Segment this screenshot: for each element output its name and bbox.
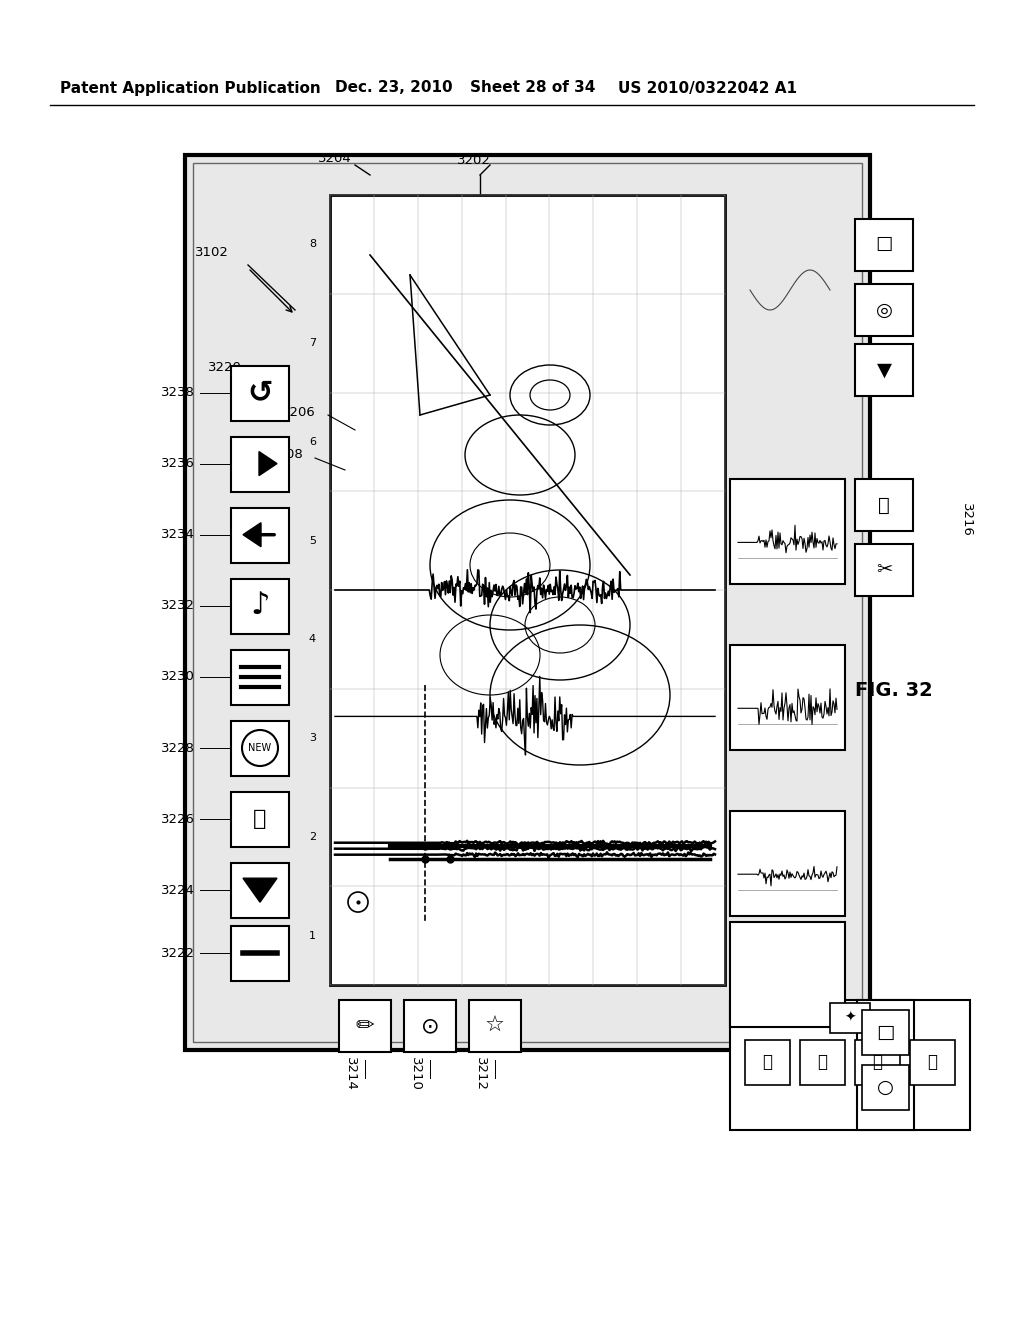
- Text: 3222: 3222: [161, 946, 195, 960]
- Bar: [404, 1001, 456, 1052]
- Text: ✂: ✂: [876, 561, 892, 579]
- Text: ✦: ✦: [844, 1011, 856, 1026]
- Bar: [231, 721, 289, 776]
- Bar: [745, 1040, 790, 1085]
- Text: 3224: 3224: [161, 883, 195, 896]
- Bar: [231, 578, 289, 634]
- Text: 2: 2: [309, 832, 316, 842]
- Bar: [855, 1040, 900, 1085]
- Text: 7: 7: [309, 338, 316, 348]
- Text: 🎧: 🎧: [253, 809, 266, 829]
- Bar: [330, 195, 725, 985]
- Text: 🔍: 🔍: [879, 495, 890, 515]
- Text: 6: 6: [309, 437, 316, 447]
- Text: Dec. 23, 2010: Dec. 23, 2010: [335, 81, 453, 95]
- Text: 3238: 3238: [161, 385, 195, 399]
- Text: 3216: 3216: [961, 503, 973, 537]
- Text: ☆: ☆: [485, 1016, 505, 1036]
- Text: 5: 5: [309, 536, 316, 545]
- Polygon shape: [259, 451, 278, 475]
- Bar: [855, 284, 913, 337]
- Text: 🌀: 🌀: [872, 1053, 882, 1071]
- Text: ☐: ☐: [876, 235, 893, 255]
- Polygon shape: [243, 878, 278, 902]
- Text: 3206: 3206: [282, 405, 315, 418]
- Text: 3102: 3102: [195, 246, 229, 259]
- Bar: [862, 1065, 909, 1110]
- Bar: [231, 863, 289, 919]
- Text: NEW: NEW: [249, 743, 271, 752]
- Bar: [855, 219, 913, 271]
- Bar: [730, 1001, 970, 1130]
- Text: 1: 1: [309, 931, 316, 941]
- Text: 2: 2: [733, 655, 740, 665]
- Bar: [855, 544, 913, 597]
- Polygon shape: [243, 523, 261, 546]
- Bar: [185, 154, 870, 1049]
- Text: 3212: 3212: [473, 1057, 486, 1092]
- Text: 🎸: 🎸: [927, 1053, 937, 1071]
- Bar: [800, 1040, 845, 1085]
- Text: 3: 3: [733, 821, 740, 832]
- Text: ○: ○: [877, 1077, 894, 1097]
- Text: 3236: 3236: [161, 457, 195, 470]
- Bar: [193, 162, 862, 1041]
- Text: US 2010/0322042 A1: US 2010/0322042 A1: [618, 81, 797, 95]
- Bar: [830, 1003, 870, 1034]
- Bar: [231, 792, 289, 847]
- Text: Sheet 28 of 34: Sheet 28 of 34: [470, 81, 595, 95]
- Bar: [857, 1001, 914, 1130]
- Text: 3226: 3226: [161, 813, 195, 825]
- Text: 3: 3: [309, 733, 316, 743]
- Text: 3202: 3202: [457, 153, 490, 166]
- Bar: [469, 1001, 521, 1052]
- Text: ♪: ♪: [250, 591, 269, 620]
- Text: 3234: 3234: [161, 528, 195, 541]
- Text: Patent Application Publication: Patent Application Publication: [60, 81, 321, 95]
- Text: 3220: 3220: [208, 360, 242, 374]
- Bar: [855, 479, 913, 531]
- Text: 1: 1: [733, 490, 740, 499]
- Bar: [730, 645, 845, 750]
- Text: ▼: ▼: [877, 360, 892, 380]
- Text: 3230: 3230: [161, 671, 195, 684]
- Bar: [862, 1010, 909, 1055]
- Text: 3232: 3232: [161, 599, 195, 612]
- Bar: [231, 508, 289, 562]
- Bar: [231, 927, 289, 981]
- Bar: [339, 1001, 391, 1052]
- Bar: [231, 366, 289, 421]
- Text: 3214: 3214: [343, 1057, 356, 1090]
- Text: ✏: ✏: [355, 1016, 375, 1036]
- Bar: [730, 921, 845, 1027]
- Text: 3218: 3218: [870, 1044, 904, 1056]
- Bar: [855, 345, 913, 396]
- Text: FIG. 32: FIG. 32: [855, 681, 933, 700]
- Bar: [910, 1040, 955, 1085]
- Text: ⊙: ⊙: [421, 1016, 439, 1036]
- Bar: [231, 437, 289, 491]
- Bar: [231, 649, 289, 705]
- Text: 8: 8: [309, 239, 316, 249]
- Text: 🎵: 🎵: [762, 1053, 772, 1071]
- Bar: [730, 479, 845, 585]
- Text: ↺: ↺: [247, 378, 272, 407]
- Text: 3210: 3210: [409, 1057, 422, 1090]
- Text: 4: 4: [309, 635, 316, 644]
- Text: 3228: 3228: [161, 742, 195, 755]
- Text: 3208: 3208: [270, 449, 304, 462]
- Text: □: □: [876, 1023, 894, 1041]
- Bar: [730, 812, 845, 916]
- Text: 🎤: 🎤: [817, 1053, 827, 1071]
- Text: ◎: ◎: [876, 301, 893, 319]
- Text: 3204: 3204: [318, 152, 352, 165]
